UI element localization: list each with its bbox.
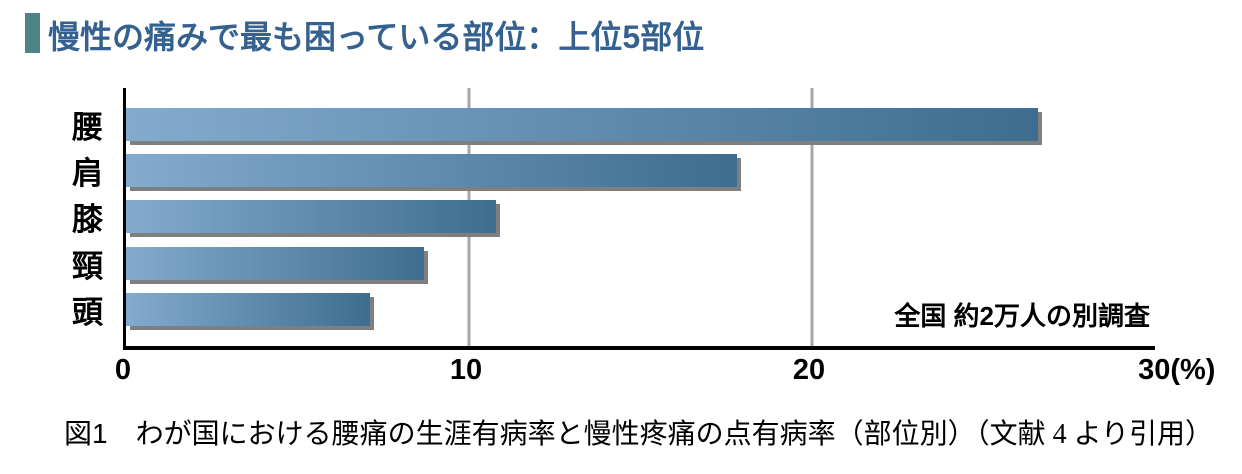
bar-頸 bbox=[126, 247, 425, 280]
title-accent-marker bbox=[25, 13, 40, 53]
bar-膝 bbox=[126, 200, 497, 233]
bar-肩 bbox=[126, 154, 737, 187]
y-axis-label-頸: 頸 bbox=[72, 249, 103, 284]
bar-頭 bbox=[126, 293, 370, 326]
x-tick-10: 10 bbox=[449, 354, 483, 386]
x-tick-30: 30(%) bbox=[1138, 354, 1216, 386]
plot-area bbox=[123, 88, 1155, 350]
x-tick-0: 0 bbox=[114, 354, 132, 386]
figure-caption-main: 図1 わが国における腰痛の生涯有病率と慢性疼痛の点有病率（部位別） bbox=[64, 418, 976, 449]
x-tick-20: 20 bbox=[792, 354, 826, 386]
figure-caption-source: （文献 4 より引用） bbox=[975, 419, 1214, 450]
figure-caption: 図1 わが国における腰痛の生涯有病率と慢性疼痛の点有病率（部位別）（文献 4 よ… bbox=[64, 412, 1213, 452]
y-axis-label-肩: 肩 bbox=[72, 156, 103, 191]
page-title: 慢性の痛みで最も困っている部位：上位5部位 bbox=[48, 19, 705, 55]
y-axis-label-膝: 膝 bbox=[72, 202, 103, 237]
survey-note: 全国 約2万人の別調査 bbox=[894, 301, 1150, 331]
gridline-20 bbox=[810, 88, 814, 346]
y-axis-label-腰: 腰 bbox=[72, 110, 103, 145]
bar-腰 bbox=[126, 108, 1039, 141]
y-axis-label-頭: 頭 bbox=[72, 295, 103, 330]
